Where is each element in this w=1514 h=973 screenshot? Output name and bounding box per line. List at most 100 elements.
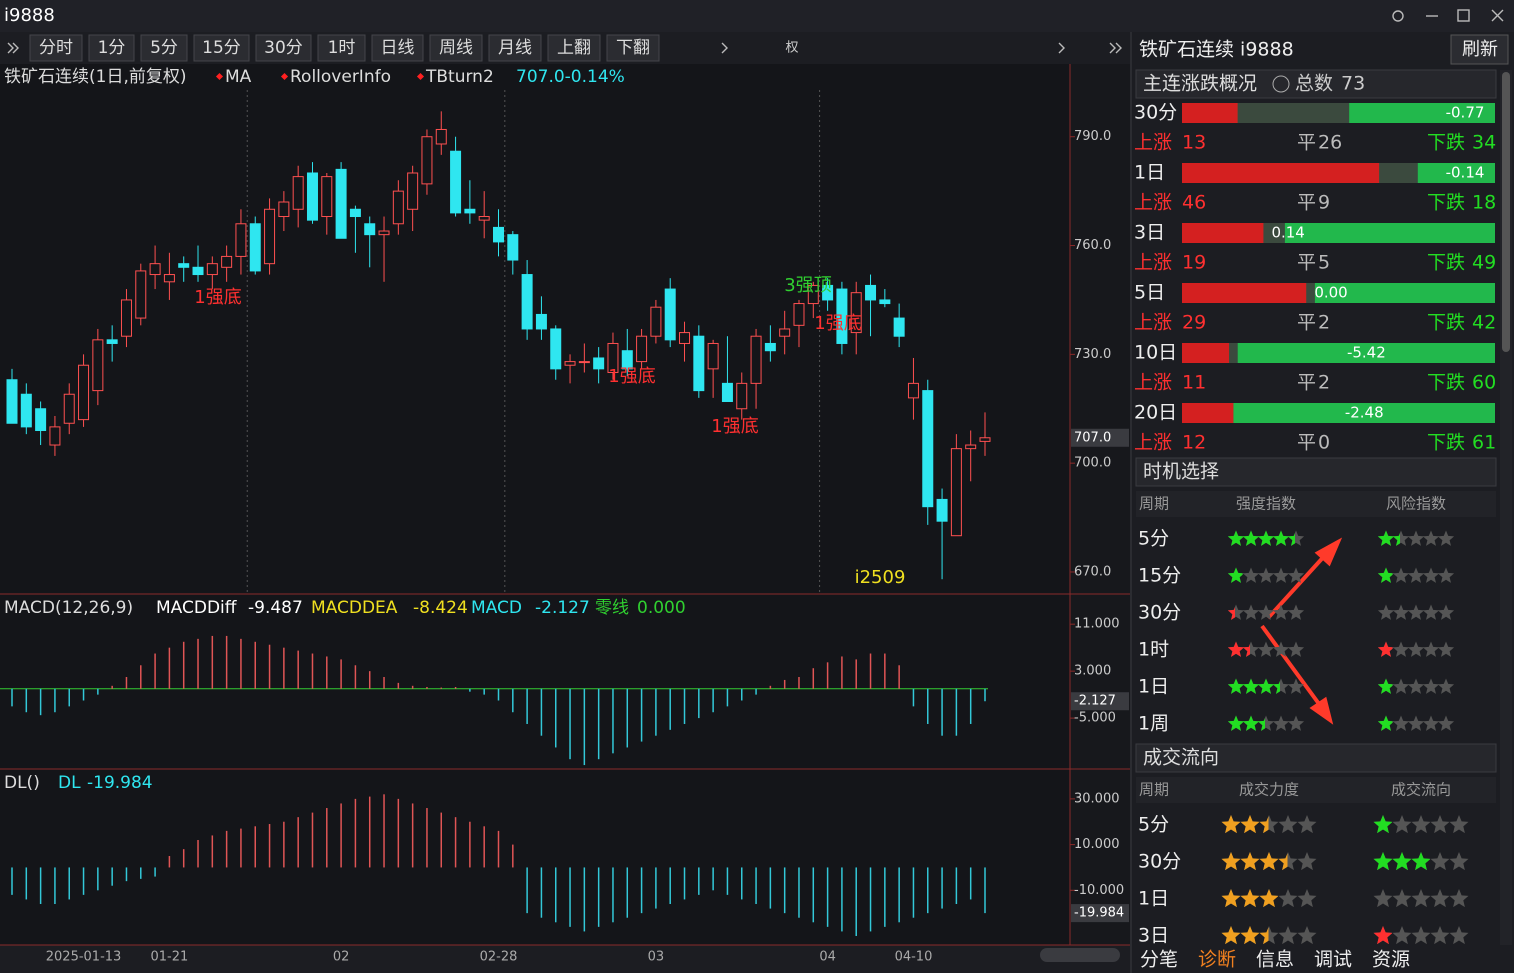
period: 1日 (1134, 162, 1165, 184)
star (1422, 678, 1440, 694)
legend-marker (416, 72, 425, 81)
candle-body (750, 335, 762, 384)
tab[interactable]: 资源 (1372, 949, 1410, 971)
period-label: 5分 (150, 38, 178, 58)
star-rating (1377, 604, 1455, 620)
column-header: 风险指数 (1386, 495, 1446, 513)
period-button[interactable] (429, 34, 483, 62)
star (1259, 816, 1269, 834)
down-count: 61 (1472, 432, 1496, 454)
period-button[interactable] (606, 34, 660, 62)
period: 5分 (1138, 814, 1169, 836)
star (1297, 852, 1317, 871)
candle-body (822, 284, 834, 301)
star (1392, 567, 1410, 583)
candle-body (636, 335, 648, 363)
candle-body (779, 328, 791, 337)
symbol-header: 铁矿石连续 i9888 (1139, 39, 1294, 61)
period-button[interactable] (547, 34, 601, 62)
period-label: 下翻 (616, 38, 650, 58)
up-segment (1182, 163, 1380, 183)
star (1377, 641, 1393, 657)
star (1411, 889, 1431, 908)
star (1221, 889, 1241, 908)
candle-body (693, 335, 705, 392)
candle-body (493, 226, 504, 243)
star (1242, 643, 1250, 657)
stat-name: DL (58, 773, 81, 793)
period-button[interactable] (488, 34, 542, 62)
period-button[interactable] (88, 34, 135, 62)
candle-body (850, 292, 862, 334)
star-fill (1373, 815, 1392, 834)
up-label: 上涨 (1134, 132, 1172, 154)
stat-name: MACDDiff (156, 598, 238, 618)
star-rating (1377, 567, 1455, 583)
total-label: 总数 (1295, 73, 1333, 95)
tab[interactable]: 诊断 (1198, 949, 1236, 971)
flat-label: 平 (1297, 132, 1316, 154)
period: 30分 (1138, 602, 1181, 624)
star (1373, 889, 1393, 908)
period-button[interactable] (371, 34, 424, 62)
star (1392, 532, 1400, 546)
down-count: 18 (1472, 192, 1496, 214)
period: 1日 (1138, 888, 1169, 910)
candle-body (521, 274, 533, 330)
star (1242, 715, 1260, 731)
period-button[interactable] (29, 34, 83, 62)
star-fill (1377, 641, 1393, 657)
star (1377, 715, 1393, 731)
refresh-button[interactable] (1450, 34, 1509, 65)
star (1422, 641, 1440, 657)
star (1437, 530, 1455, 546)
flat-count: 26 (1318, 132, 1342, 154)
star (1272, 680, 1280, 694)
star-rating (1373, 815, 1469, 834)
candle-body (507, 234, 519, 261)
legend-indicator: RolloverInfo (290, 67, 391, 87)
change-value: 0.14 (1271, 224, 1304, 242)
candle-body (793, 303, 805, 326)
period-button[interactable] (255, 34, 312, 62)
star-fill (1221, 889, 1278, 908)
star (1407, 641, 1425, 657)
star (1411, 926, 1431, 945)
candle-body (464, 208, 476, 214)
candle-body (578, 361, 590, 364)
signal-label: 1强底 (814, 313, 861, 334)
down-label: 下跌 (1427, 432, 1465, 454)
up-count: 12 (1182, 432, 1206, 454)
stat-name: MACD (471, 598, 522, 618)
up-count: 46 (1182, 192, 1206, 214)
panel-title: DL() (4, 773, 40, 793)
candle-body (550, 328, 562, 370)
star-fill (1227, 606, 1235, 620)
signal-label: 1强底 (194, 287, 241, 308)
candle-body (764, 342, 776, 352)
star (1392, 678, 1410, 694)
star (1227, 678, 1245, 694)
period: 5日 (1134, 282, 1165, 304)
star (1373, 852, 1393, 871)
star (1430, 889, 1450, 908)
window-title: i9888 (4, 5, 55, 26)
tab[interactable]: 调试 (1314, 949, 1352, 971)
period-button[interactable] (140, 34, 188, 62)
star-rating (1227, 641, 1305, 657)
star (1422, 567, 1440, 583)
tab[interactable]: 信息 (1256, 949, 1294, 971)
period: 30分 (1134, 102, 1177, 124)
star (1272, 641, 1290, 657)
candle-body (78, 364, 90, 421)
period-button[interactable] (193, 34, 250, 62)
signal-label: 1强底 (711, 416, 758, 437)
down-count: 49 (1472, 252, 1496, 274)
info-icon (1272, 75, 1290, 93)
star (1449, 889, 1469, 908)
signal-label: i2509 (855, 567, 906, 588)
period-button[interactable] (317, 34, 366, 62)
tab[interactable]: 分笔 (1140, 949, 1178, 971)
candle-body (335, 168, 347, 239)
star (1278, 815, 1298, 834)
